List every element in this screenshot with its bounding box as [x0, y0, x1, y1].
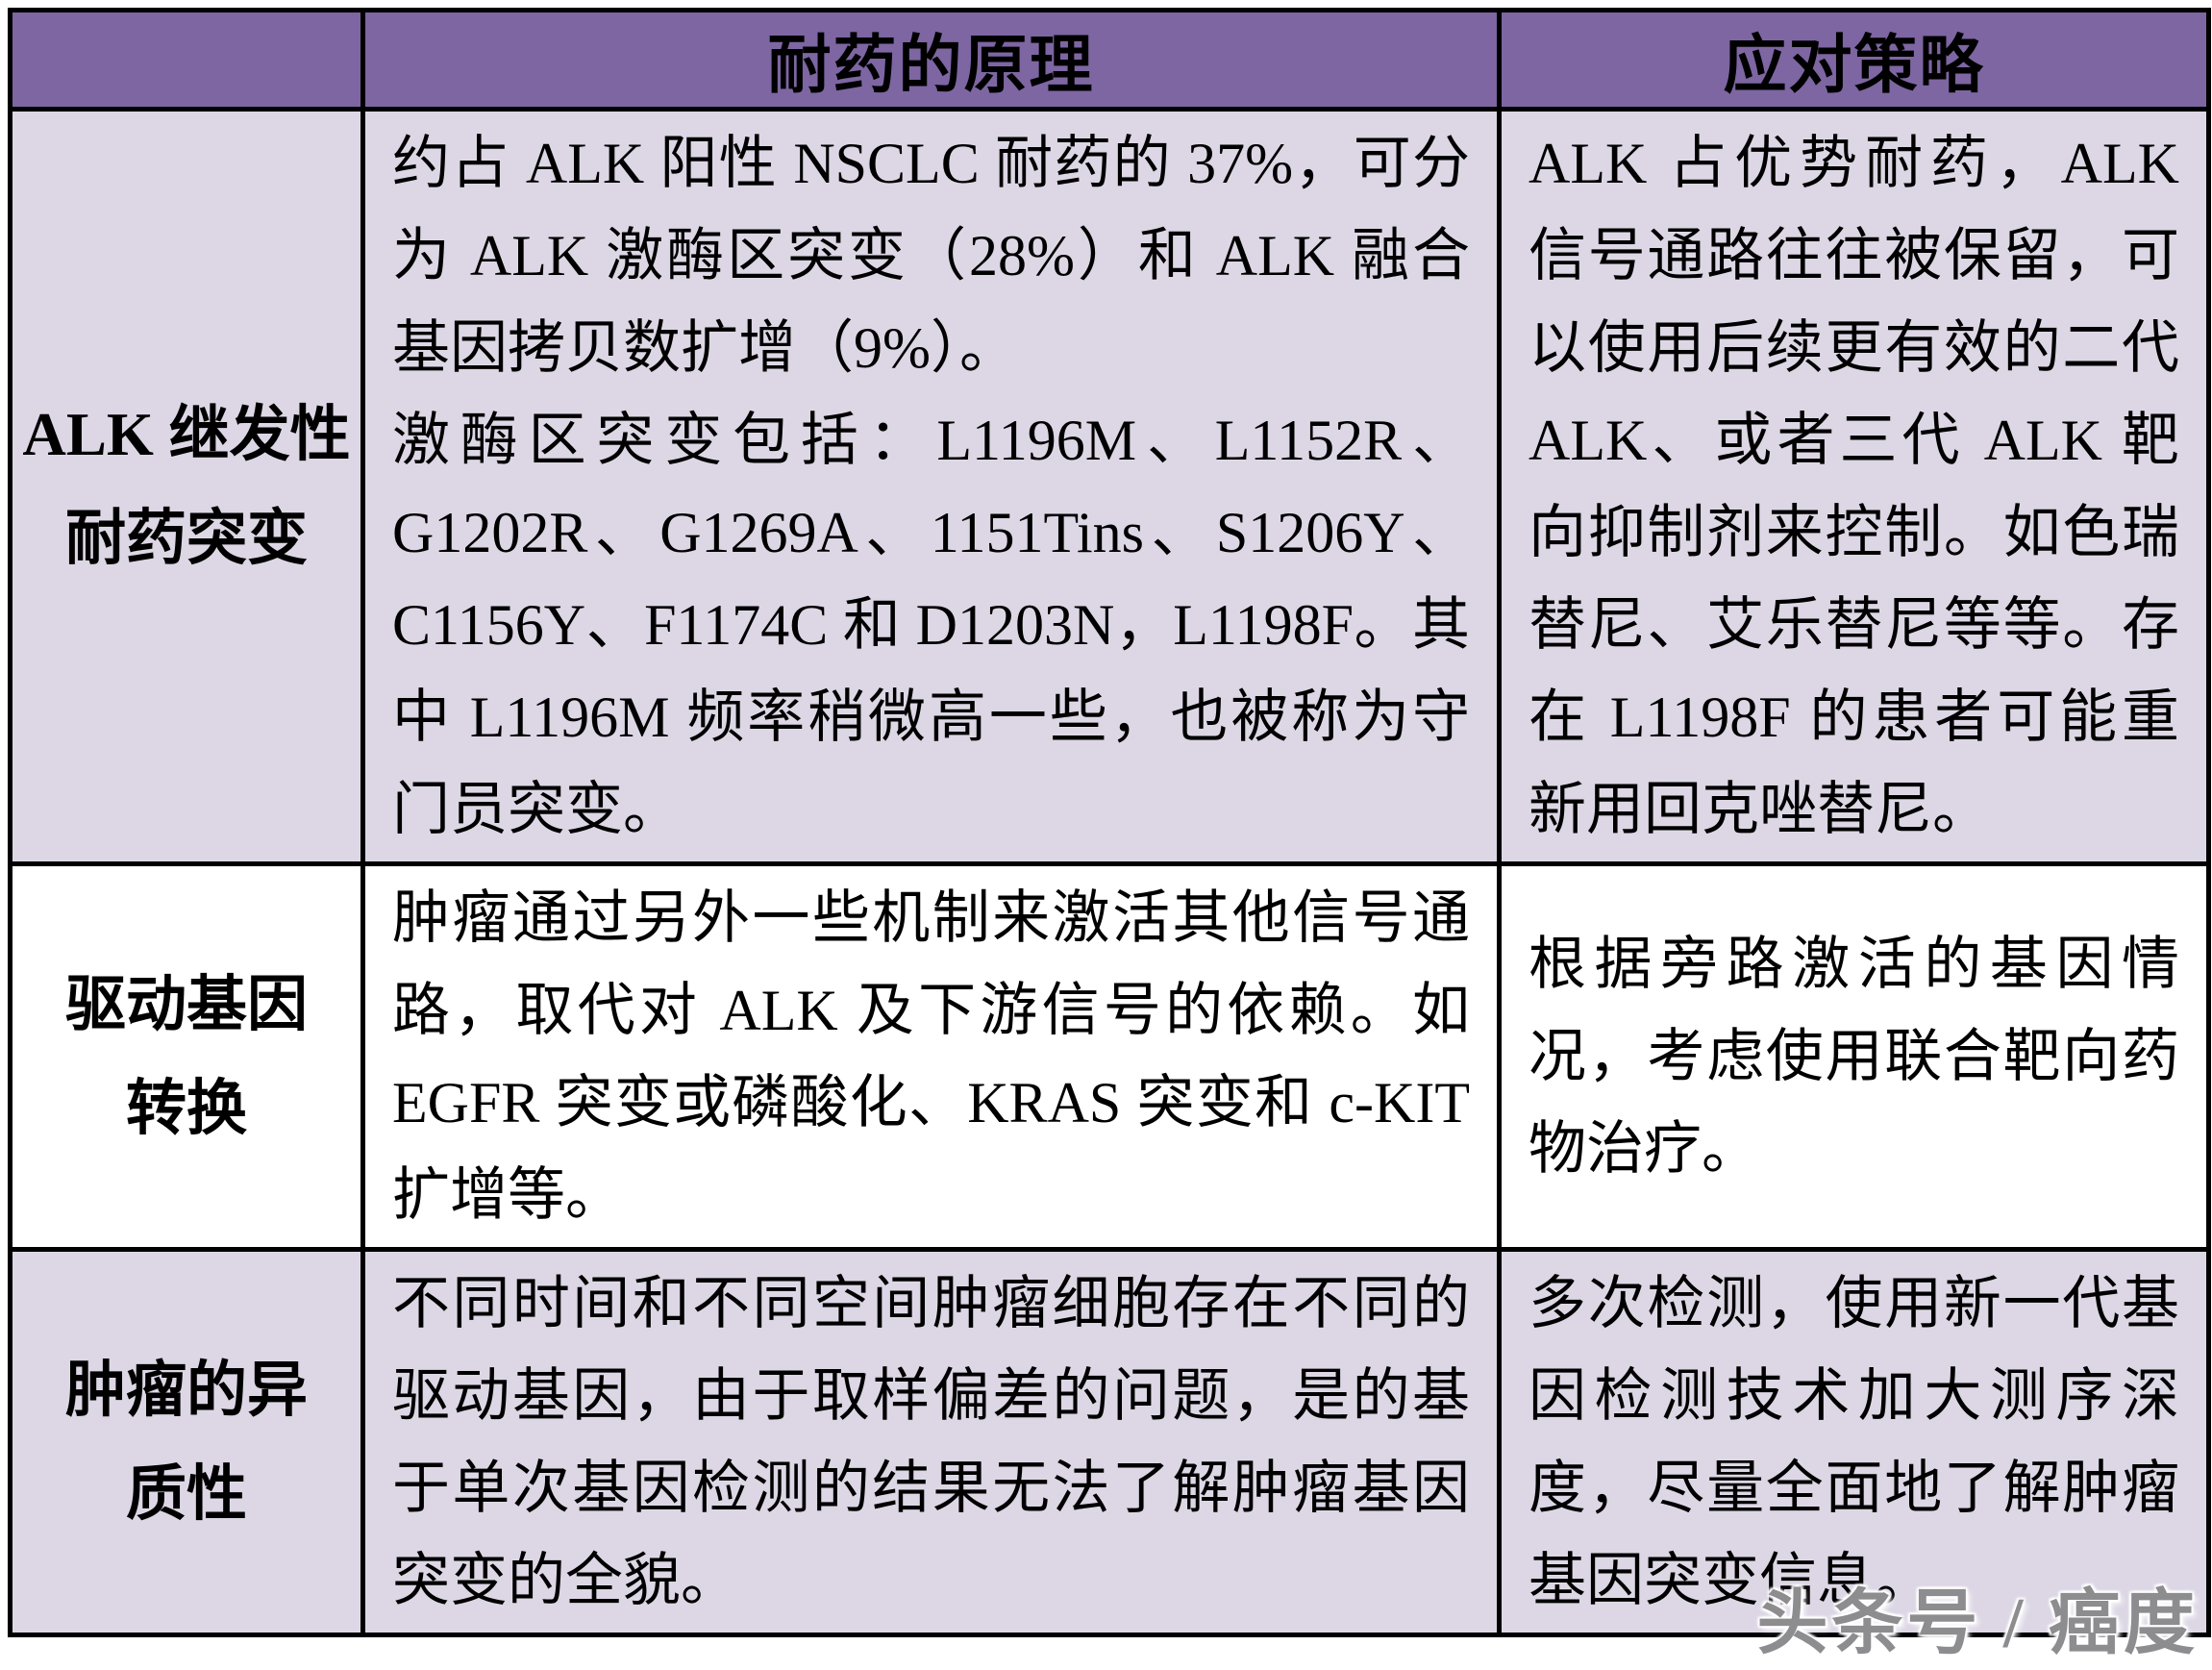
row-label-line: 耐药突变: [65, 505, 308, 572]
row-label-heterogeneity: 肿瘤的异 质性: [8, 1247, 365, 1637]
row-label-line: 转换: [126, 1075, 247, 1142]
row-label-driver-gene: 驱动基因 转换: [8, 861, 365, 1252]
row-label-line: ALK 继发性: [22, 401, 351, 468]
principle-paragraph: 肿瘤通过另外一些机制来激活其他信号通路，取代对 ALK 及下游信号的依赖。如 E…: [392, 886, 1470, 1227]
watermark-toutiao-aidu: 头条号 / 癌度: [1756, 1584, 2199, 1663]
strategy-cell-driver-gene: 根据旁路激活的基因情况，考虑使用联合靶向药物治疗。: [1497, 861, 2211, 1252]
resistance-table: 耐药的原理 应对策略 ALK 继发性 耐药突变 约占 ALK 阳性 NSCLC …: [8, 8, 2211, 1637]
strategy-paragraph: 根据旁路激活的基因情况，考虑使用联合靶向药物治疗。: [1529, 933, 2179, 1181]
strategy-paragraph: 多次检测，使用新一代基因检测技术加大测序深度，尽量全面地了解肿瘤基因突变信息。: [1529, 1272, 2179, 1612]
table-header-row: 耐药的原理 应对策略: [8, 8, 2211, 112]
strategy-cell-alk-secondary: ALK 占优势耐药，ALK 信号通路往往被保留，可以使用后续更有效的二代 ALK…: [1497, 107, 2211, 866]
row-label-alk-secondary: ALK 继发性 耐药突变: [8, 107, 365, 866]
strategy-cell-heterogeneity: 多次检测，使用新一代基因检测技术加大测序深度，尽量全面地了解肿瘤基因突变信息。: [1497, 1247, 2211, 1637]
principle-paragraph: 约占 ALK 阳性 NSCLC 耐药的 37%，可分为 ALK 激酶区突变（28…: [392, 132, 1470, 380]
principle-paragraph: 激酶区突变包括：L1196M、L1152R、G1202R、G1269A、1151…: [392, 409, 1470, 841]
principle-cell-alk-secondary: 约占 ALK 阳性 NSCLC 耐药的 37%，可分为 ALK 激酶区突变（28…: [360, 107, 1502, 866]
header-cell-empty: [8, 8, 365, 112]
row-label-line: 质性: [126, 1460, 247, 1528]
header-cell-principle: 耐药的原理: [360, 8, 1502, 112]
table-row-driver-gene-switch: 驱动基因 转换 肿瘤通过另外一些机制来激活其他信号通路，取代对 ALK 及下游信…: [8, 861, 2211, 1252]
principle-cell-heterogeneity: 不同时间和不同空间肿瘤细胞存在不同的驱动基因，由于取样偏差的问题，是的基于单次基…: [360, 1247, 1502, 1637]
row-label-line: 驱动基因: [65, 971, 308, 1038]
strategy-paragraph: ALK 占优势耐药，ALK 信号通路往往被保留，可以使用后续更有效的二代 ALK…: [1529, 132, 2179, 841]
table-row-alk-secondary-mutation: ALK 继发性 耐药突变 约占 ALK 阳性 NSCLC 耐药的 37%，可分为…: [8, 107, 2211, 866]
row-label-line: 肿瘤的异: [65, 1357, 308, 1424]
principle-cell-driver-gene: 肿瘤通过另外一些机制来激活其他信号通路，取代对 ALK 及下游信号的依赖。如 E…: [360, 861, 1502, 1252]
principle-paragraph: 不同时间和不同空间肿瘤细胞存在不同的驱动基因，由于取样偏差的问题，是的基于单次基…: [392, 1272, 1470, 1612]
table-row-tumor-heterogeneity: 肿瘤的异 质性 不同时间和不同空间肿瘤细胞存在不同的驱动基因，由于取样偏差的问题…: [8, 1247, 2211, 1637]
header-cell-strategy: 应对策略: [1497, 8, 2211, 112]
